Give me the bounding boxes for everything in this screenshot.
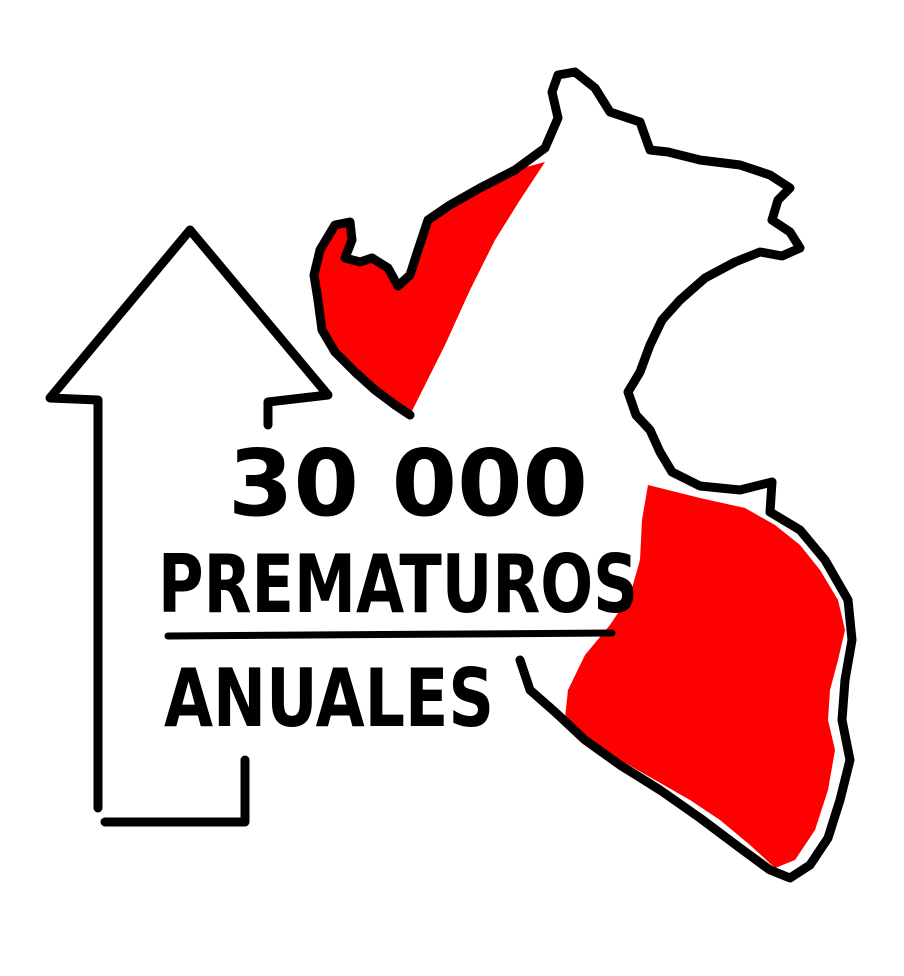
map-red-north-region: [314, 162, 545, 415]
peru-map-icon: [309, 67, 857, 883]
map-red-south-region: [565, 485, 845, 868]
headline-number: 30 000: [228, 430, 588, 537]
headline-line1: PREMATUROS: [158, 538, 638, 631]
up-arrow-icon: [45, 225, 333, 827]
divider-line: [164, 629, 616, 640]
headline-line2: ANUALES: [164, 652, 494, 745]
map-outline: [309, 67, 857, 883]
